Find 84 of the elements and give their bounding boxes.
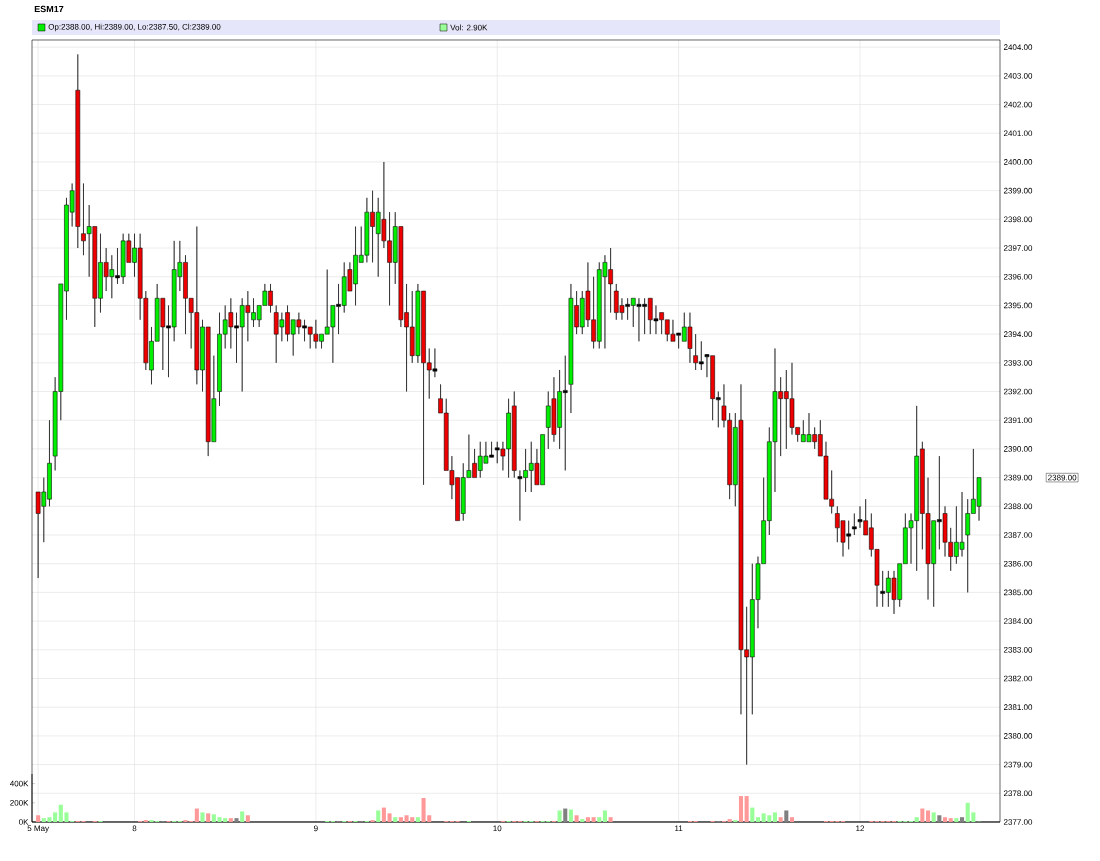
y-tick-label: 2403.00 — [1003, 73, 1033, 79]
bar — [937, 815, 942, 822]
bar — [398, 817, 403, 822]
y-tick-label: 2396.00 — [1003, 273, 1033, 280]
x-tick-label: 9 — [314, 825, 318, 832]
bar — [381, 807, 386, 822]
bar — [931, 812, 936, 822]
bar — [36, 815, 41, 822]
bar — [234, 818, 239, 822]
bar — [563, 808, 568, 822]
x-tick-label: 11 — [675, 825, 683, 832]
bar — [744, 796, 749, 822]
y-tick-label: 2384.00 — [1003, 618, 1033, 624]
x-tick-label: 8 — [132, 825, 137, 832]
x-tick-label: 12 — [856, 825, 865, 832]
bar — [772, 812, 778, 822]
bar — [784, 810, 789, 822]
text: 2389.00 — [1048, 474, 1077, 481]
y-tick-label: 200K — [10, 799, 29, 806]
y-tick-label: 2382.00 — [1003, 675, 1033, 682]
y-tick-label: 2389.00 — [1003, 474, 1033, 481]
bar — [914, 817, 919, 822]
bar — [602, 810, 607, 822]
y-tick-label: 2381.00 — [1003, 704, 1033, 711]
candlestick — [852, 513, 857, 536]
y-tick-label: 0K — [19, 819, 29, 825]
bar — [376, 810, 381, 822]
bar — [750, 807, 755, 822]
y-tick-label: 2401.00 — [1003, 130, 1033, 137]
y-tick-label: 2395.00 — [1003, 302, 1033, 309]
chart-title: ESM17 — [34, 5, 64, 13]
bar — [608, 817, 613, 822]
bar — [568, 809, 573, 822]
y-tick-label: 2391.00 — [1003, 417, 1033, 424]
x-tick-label: 5 May — [27, 825, 49, 833]
y-tick-label: 2386.00 — [1003, 560, 1033, 567]
y-tick-label: 2390.00 — [1003, 446, 1033, 452]
bar — [585, 817, 590, 822]
bar — [954, 818, 959, 822]
bar — [789, 817, 795, 822]
y-tick-label: 400K — [9, 780, 29, 787]
bar — [942, 817, 948, 822]
bar — [245, 815, 250, 822]
bar — [415, 817, 420, 822]
bar — [959, 817, 965, 822]
legend-label: Op:2388.00, Hi:2389.00, Lo:2387.50, Cl:2389.00 — [48, 23, 221, 32]
bar — [925, 810, 931, 822]
y-tick-label: 2404.00 — [1003, 44, 1033, 50]
bar — [755, 817, 761, 822]
y-tick-label: 2378.00 — [1003, 790, 1033, 797]
bar — [557, 810, 562, 822]
bar — [393, 817, 398, 822]
bar — [920, 808, 925, 822]
y-tick-label: 2400.00 — [1003, 159, 1033, 165]
bar — [200, 812, 205, 822]
bar — [206, 813, 211, 822]
bar — [738, 796, 744, 822]
legend-label: Vol: 2.90K — [450, 24, 488, 31]
bar — [597, 817, 602, 822]
bar — [194, 808, 199, 822]
y-tick-label: 2379.00 — [1003, 761, 1033, 768]
y-tick-label: 2397.00 — [1003, 245, 1033, 251]
bar — [778, 817, 783, 822]
x-tick-label: 10 — [493, 825, 502, 832]
y-tick-label: 2387.00 — [1003, 532, 1033, 538]
y-tick-label: 2393.00 — [1003, 360, 1033, 366]
y-tick-label: 2394.00 — [1003, 331, 1033, 337]
y-tick-label: 2398.00 — [1003, 216, 1033, 223]
y-tick-label: 2383.00 — [1003, 646, 1033, 653]
bar — [727, 819, 732, 822]
y-tick-label: 2392.00 — [1003, 388, 1033, 395]
y-tick-label: 2377.00 — [1003, 819, 1033, 825]
bar — [240, 811, 245, 822]
y-tick-label: 2380.00 — [1003, 733, 1033, 739]
y-tick-label: 2388.00 — [1003, 503, 1033, 510]
y-tick-label: 2385.00 — [1003, 589, 1033, 596]
bar — [580, 819, 585, 822]
bar — [228, 818, 233, 822]
y-tick-label: 2399.00 — [1003, 187, 1033, 194]
bar — [948, 818, 953, 822]
bar — [387, 813, 392, 822]
y-tick-label: 2402.00 — [1003, 101, 1033, 108]
bar — [574, 815, 579, 822]
bar — [591, 817, 596, 822]
